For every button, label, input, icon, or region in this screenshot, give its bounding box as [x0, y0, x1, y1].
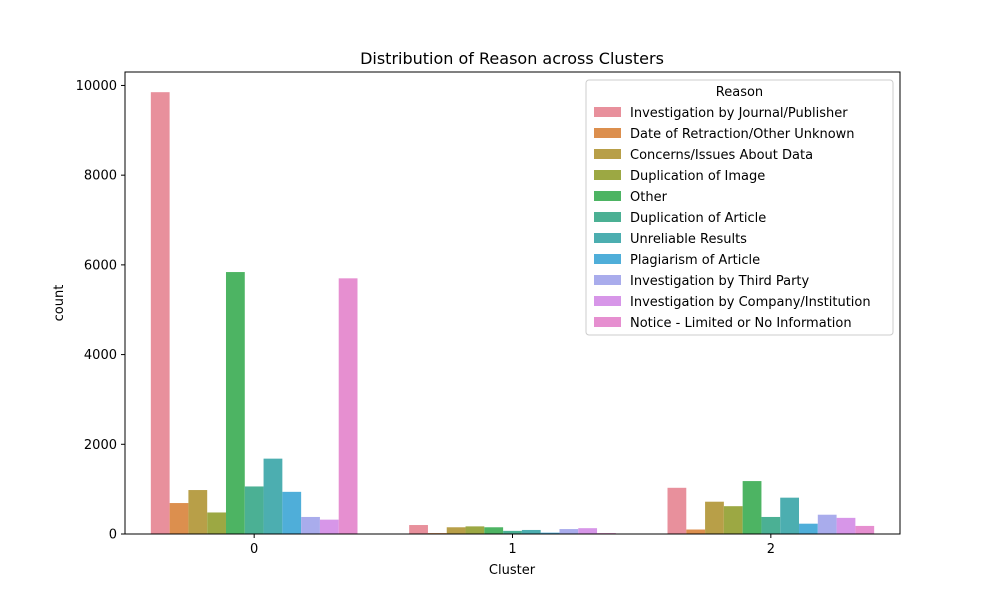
y-axis-label: count	[52, 285, 67, 322]
legend-box	[585, 79, 894, 336]
bar	[409, 525, 428, 534]
chart-title: Distribution of Reason across Clusters	[360, 49, 664, 68]
legend-entry: Concerns/Issues About Data	[630, 148, 813, 163]
bar	[225, 272, 245, 534]
y-tick-label: 4000	[84, 348, 117, 363]
legend-entry: Notice - Limited or No Information	[630, 316, 852, 331]
x-tick-label: 0	[250, 542, 258, 557]
legend-swatch	[594, 254, 621, 264]
x-axis-label: Cluster	[489, 563, 536, 578]
legend-entry: Date of Retraction/Other Unknown	[630, 127, 855, 142]
legend-title: Reason	[716, 85, 763, 100]
bar	[503, 530, 522, 534]
bar	[301, 516, 320, 534]
legend-swatch	[594, 275, 621, 285]
x-axis: 0 1 2	[250, 534, 775, 557]
legend-entry: Investigation by Journal/Publisher	[630, 106, 848, 121]
bar	[780, 497, 800, 534]
bar	[667, 487, 687, 534]
bar	[282, 491, 302, 534]
y-axis: 0 2000 4000 6000 8000 10000	[76, 79, 125, 543]
bar	[338, 278, 358, 534]
bar	[319, 519, 339, 534]
bar	[817, 514, 837, 534]
y-tick-label: 8000	[84, 169, 117, 184]
x-tick-label: 2	[767, 542, 775, 557]
legend-swatch	[594, 107, 621, 117]
legend-swatch	[594, 170, 621, 180]
plot-frame	[124, 71, 901, 535]
bar	[855, 525, 875, 534]
legend-swatch	[594, 128, 621, 138]
bar	[836, 517, 856, 534]
bar	[761, 516, 781, 534]
bar	[540, 532, 560, 534]
bar	[207, 512, 226, 534]
y-tick-label: 10000	[76, 79, 117, 94]
bar	[244, 486, 264, 534]
bar	[169, 503, 189, 534]
bar	[263, 458, 283, 534]
bar	[150, 92, 170, 535]
legend-swatch	[594, 317, 621, 327]
bar	[742, 481, 762, 534]
y-tick-label: 2000	[84, 438, 117, 453]
bar	[578, 528, 598, 534]
legend: Reason Investigation by Journal/Publisher…	[585, 79, 894, 336]
bar	[686, 529, 706, 534]
bar	[559, 529, 579, 534]
bar	[484, 527, 504, 534]
legend-entry: Plagiarism of Article	[630, 253, 760, 268]
legend-entry: Other	[630, 190, 668, 205]
legend-swatch	[594, 191, 621, 201]
legend-swatch	[594, 212, 621, 222]
bar	[521, 529, 541, 534]
legend-entry: Duplication of Article	[630, 211, 766, 226]
bar	[799, 523, 818, 534]
bar	[723, 506, 743, 534]
bars	[150, 92, 875, 535]
y-tick-label: 6000	[84, 258, 117, 273]
legend-entry: Investigation by Company/Institution	[630, 295, 871, 310]
legend-entry: Investigation by Third Party	[630, 274, 810, 289]
legend-swatch	[594, 233, 621, 243]
bar	[465, 526, 485, 534]
legend-swatch	[594, 296, 621, 306]
legend-entry: Duplication of Image	[630, 169, 765, 184]
bar	[188, 490, 208, 534]
y-tick-label: 0	[109, 528, 117, 543]
legend-swatch	[594, 149, 621, 159]
bar	[446, 527, 466, 534]
x-tick-label: 1	[508, 542, 516, 557]
legend-entry: Unreliable Results	[630, 232, 747, 247]
bar	[705, 501, 724, 534]
